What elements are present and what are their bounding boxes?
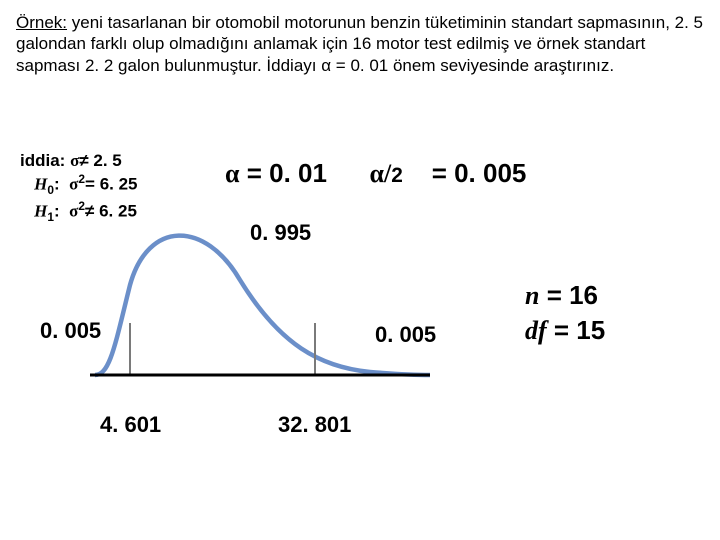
h1-row: H1: σ2≠ 6. 25 xyxy=(20,199,138,226)
n-row: n = 16 xyxy=(525,278,605,313)
n-df-block: n = 16 df = 15 xyxy=(525,278,605,348)
critical-right: 32. 801 xyxy=(278,412,351,438)
hypothesis-block: iddia: σ≠ 2. 5 H0: σ2= 6. 25 H1: σ2≠ 6. … xyxy=(20,150,138,225)
claim-row: iddia: σ≠ 2. 5 xyxy=(20,150,138,172)
example-label: Örnek: xyxy=(16,13,67,32)
critical-left: 4. 601 xyxy=(100,412,161,438)
chi-square-curve xyxy=(95,236,430,375)
alpha-row: α = 0. 01 α/2 = 0. 005 xyxy=(225,158,526,189)
problem-body: yeni tasarlanan bir otomobil motorunun b… xyxy=(16,13,703,75)
df-row: df = 15 xyxy=(525,313,605,348)
problem-statement: Örnek: yeni tasarlanan bir otomobil moto… xyxy=(16,12,704,76)
h0-row: H0: σ2= 6. 25 xyxy=(20,172,138,199)
distribution-chart xyxy=(90,225,440,395)
